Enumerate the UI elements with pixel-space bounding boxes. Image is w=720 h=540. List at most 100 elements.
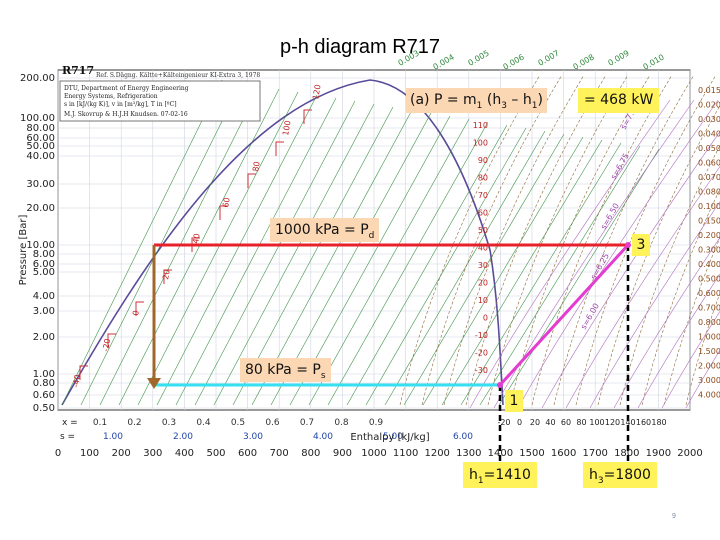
bottom-temperature-label: 60	[561, 418, 571, 427]
right-tick-label: 3.000	[698, 376, 720, 385]
y-tick-label: 60.00	[26, 133, 55, 144]
entropy-line	[613, 236, 720, 409]
volume-line	[531, 74, 673, 406]
right-tick-labels: 0.015 0.020 0.030 0.040 0.050 0.060 0.070 0.080…	[698, 86, 720, 400]
entropy-line	[685, 349, 720, 409]
info-box	[59, 80, 261, 122]
isotherm-line	[232, 106, 394, 406]
liquid-temperature-label: 40	[191, 233, 202, 245]
liquid-temperature-label: 0	[131, 310, 141, 317]
x-tick-label: 0	[55, 448, 61, 459]
x-tick-label: 1700	[582, 448, 607, 459]
liquid-isotherm-step	[275, 141, 284, 156]
entropy-tick-label: 3.00	[243, 432, 263, 442]
x-tick-label: 400	[175, 448, 194, 459]
liquid-isotherm-step	[303, 109, 312, 124]
bottom-temperature-label: 80	[576, 418, 586, 427]
vapor-temperature-label: 70	[478, 191, 488, 200]
right-tick-label: 0.100	[698, 202, 720, 211]
right-tick-label: 4.000	[698, 391, 720, 400]
isotherm-line	[213, 103, 375, 406]
entropy-tick-label: 4.00	[313, 432, 333, 442]
saturation-dome	[61, 79, 504, 406]
x-tick-label: 1900	[646, 448, 671, 459]
isotherm-line	[346, 124, 508, 406]
vapor-temperature-label: -10	[475, 331, 488, 340]
x-tick-label: 1400	[488, 448, 513, 459]
y-tick-label: 50.00	[26, 141, 55, 152]
x-tick-label: 100	[80, 448, 99, 459]
bottom-temperature-label: 180	[651, 418, 666, 427]
bottom-temperature-labels: -20 0 20 40 60 80 100 120 140 160 180	[497, 418, 666, 427]
page-number: 9	[672, 513, 676, 520]
quality-tick-label: 0.8	[334, 418, 349, 428]
refrigerant-name: R717	[62, 64, 94, 77]
top-tick-labels: 0.003 0.004 0.005 0.006 0.007 0.008 0.009 0.010	[397, 48, 666, 71]
top-tick-label: 0.008	[572, 52, 596, 71]
liquid-temperature-label: 120	[311, 84, 323, 101]
isotherm-line	[61, 79, 223, 406]
liquid-temperature-label: 20	[161, 269, 172, 281]
liquid-temperature-label: 80	[251, 161, 262, 173]
liquid-isotherm-step	[107, 333, 116, 348]
x-axis-label: Enthalpy [kJ/kg]	[350, 432, 429, 443]
isotherm-line	[270, 112, 432, 406]
x-tick-label: 900	[333, 448, 352, 459]
quality-tick-label: 0.4	[196, 418, 211, 428]
y-tick-label: 40.00	[26, 151, 55, 162]
x-tick-label: 1600	[551, 448, 576, 459]
liquid-temperature-label: 100	[281, 120, 293, 137]
compression-line	[498, 243, 630, 387]
right-tick-label: 0.500	[698, 275, 720, 284]
volume-line	[619, 144, 720, 406]
top-tick-label: 0.010	[642, 52, 666, 71]
x-tick-label: 1100	[393, 448, 418, 459]
vapor-temperature-label: 30	[478, 261, 488, 270]
y-tick-label: 20.00	[26, 203, 55, 214]
x-tick-label: 1300	[456, 448, 481, 459]
entropy-line	[541, 131, 720, 409]
vapor-temperature-label: 20	[478, 279, 488, 288]
quality-tick-label: 0.7	[300, 418, 314, 428]
liquid-isotherm-step	[219, 205, 228, 220]
y-tick-label: 10.00	[26, 240, 55, 251]
entropy-line	[589, 201, 720, 409]
x-tick-label: 800	[301, 448, 320, 459]
info-line-3: s in [kJ/(kg K)], v in [m³/kg], T in [ºC…	[64, 101, 177, 108]
vapor-temperature-label: 110	[473, 121, 488, 130]
right-tick-label: 0.300	[698, 246, 720, 255]
bottom-temperature-label: 40	[545, 418, 555, 427]
bottom-temperature-label: 100	[589, 418, 604, 427]
x-tick-label: 200	[112, 448, 131, 459]
volume-line	[443, 74, 585, 406]
volume-line	[575, 74, 717, 406]
right-tick-label: 1.000	[698, 333, 720, 342]
y-tick-label: 8.00	[33, 249, 55, 260]
x-tick-label: 700	[270, 448, 289, 459]
y-tick-label: 80.00	[26, 123, 55, 134]
isotherm-line	[384, 130, 546, 406]
reference-line: Ref. S.Dägng. Kältte+Kälteingenieur KI-E…	[96, 72, 260, 79]
x-tick-labels: 0 100 200 300 400 500 600 700 800 900 1000 1100 1200…	[55, 448, 703, 459]
quality-tick-labels: 0.1 0.2 0.3 0.4 0.5 0.6 0.7 0.8 0.9	[93, 418, 384, 428]
y-tick-label: 3.00	[33, 306, 55, 317]
quality-tick-label: 0.2	[127, 418, 141, 428]
entropy-line	[565, 165, 720, 409]
power-equation: (a) P = m1 (h3 – h1)	[406, 88, 547, 113]
h1-value-label: h1=1410	[463, 462, 537, 488]
volume-line	[487, 74, 629, 406]
x-tick-label: 1500	[519, 448, 544, 459]
info-line-4: M.J. Skovrup & H.J.H Knudsen. 07-02-16	[64, 111, 188, 118]
isotherm-line	[156, 94, 318, 406]
y-axis-label: Pressure [Bar]	[18, 215, 29, 286]
quality-tick-label: 0.1	[93, 418, 107, 428]
info-line-1: DTU, Department of Energy Engineering	[64, 85, 189, 92]
volume-line	[663, 236, 720, 406]
volume-line	[597, 104, 720, 406]
liquid-isotherm-step	[247, 173, 256, 188]
suction-pressure-label: 80 kPa = Ps	[240, 358, 331, 382]
right-tick-label: 0.700	[698, 304, 720, 313]
state-point-3	[625, 242, 631, 248]
